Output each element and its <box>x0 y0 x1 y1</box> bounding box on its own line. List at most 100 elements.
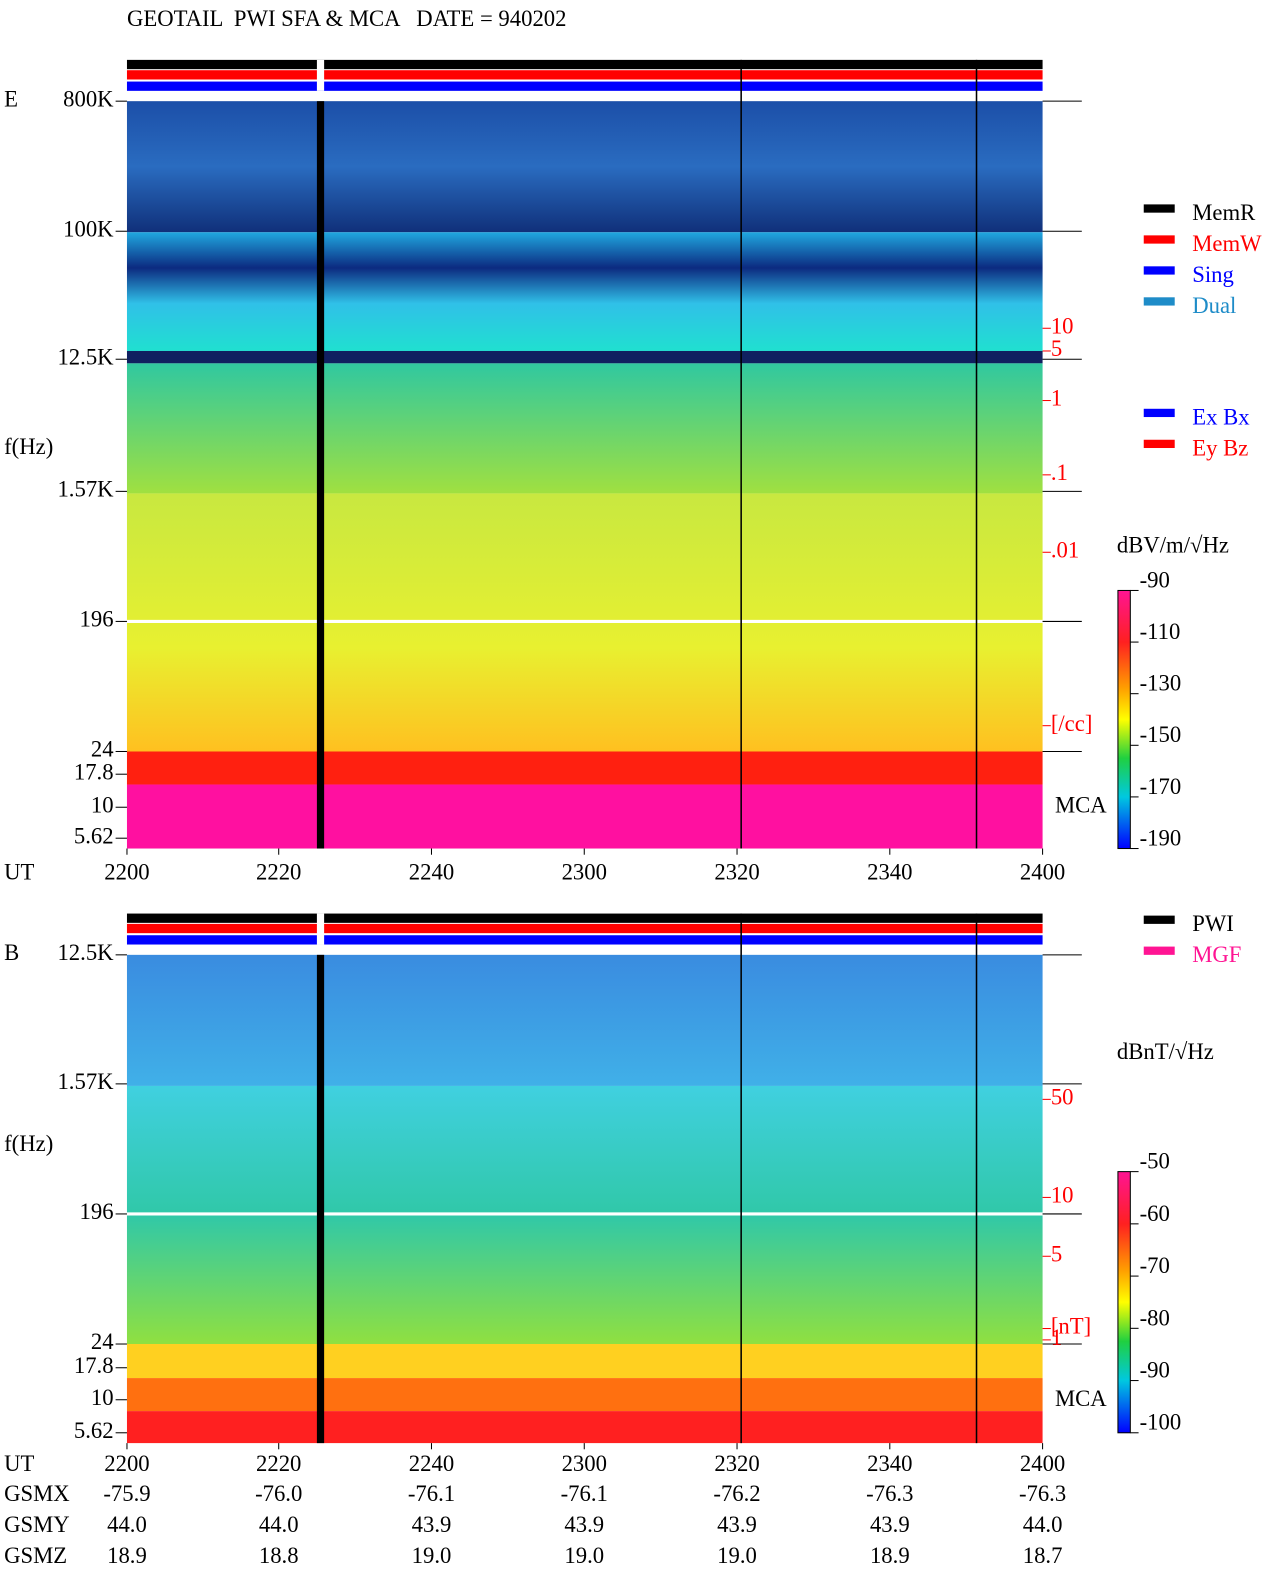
colorbar-unit: dBV/m/√Hz <box>1117 532 1229 557</box>
coord-value: -76.1 <box>561 1481 608 1506</box>
x-label: 2220 <box>256 1451 301 1476</box>
y-label: 24 <box>91 1329 114 1354</box>
coord-value: 19.0 <box>717 1543 757 1568</box>
coord-value: 18.8 <box>259 1543 299 1568</box>
coord-value: 19.0 <box>564 1543 604 1568</box>
coord-value: 43.9 <box>412 1512 452 1537</box>
x-label: 2300 <box>562 860 607 885</box>
y-label: 196 <box>80 607 114 632</box>
coord-value: -76.3 <box>866 1481 913 1506</box>
coord-value: 44.0 <box>1023 1512 1063 1537</box>
density-label: [nT] <box>1051 1314 1091 1339</box>
coord-value: 44.0 <box>259 1512 299 1537</box>
spectrogram-band <box>126 101 1043 233</box>
legend-swatch <box>1143 266 1175 275</box>
status-bar <box>126 70 1043 80</box>
x-label: 2240 <box>409 1451 454 1476</box>
x-label: 2240 <box>409 860 454 885</box>
x-label: 2340 <box>867 1451 912 1476</box>
y-label: 5.62 <box>74 823 114 848</box>
colorbar-label: -170 <box>1140 774 1182 799</box>
spectrogram-band <box>126 1344 1043 1379</box>
panel-label: E <box>4 86 18 111</box>
colorbar-label: -130 <box>1140 671 1182 696</box>
status-bar <box>126 923 1043 934</box>
colorbar-label: -90 <box>1140 567 1170 592</box>
y-label: 24 <box>91 737 114 762</box>
coord-value: 19.0 <box>412 1543 452 1568</box>
panel-label: B <box>4 940 19 965</box>
status-bar <box>126 913 1043 923</box>
density-label: 50 <box>1051 1085 1074 1110</box>
colorbar-label: -190 <box>1140 825 1182 850</box>
spectrogram-band <box>126 232 1043 351</box>
legend-label: Dual <box>1192 293 1236 318</box>
colorbar-label: -110 <box>1140 619 1181 644</box>
y-label: 12.5K <box>57 344 114 369</box>
x-label: 2300 <box>562 1451 607 1476</box>
density-label: 1 <box>1051 386 1062 411</box>
status-gap <box>316 59 325 91</box>
colorbar-label: -100 <box>1140 1410 1182 1435</box>
colorbar-label: -50 <box>1140 1149 1170 1174</box>
coord-value: -76.2 <box>713 1481 760 1506</box>
colorbar-label: -70 <box>1140 1253 1170 1278</box>
status-bar <box>126 81 1043 91</box>
legend-label: MemR <box>1192 200 1256 225</box>
density-label: [/cc] <box>1051 711 1093 736</box>
legend-swatch <box>1143 235 1175 244</box>
spectrogram-band <box>126 1411 1043 1444</box>
legend-swatch <box>1143 439 1175 449</box>
density-label: .01 <box>1051 537 1079 562</box>
spectrogram-band <box>126 751 1043 785</box>
side-label: MCA <box>1055 1386 1107 1411</box>
y-label: 1.57K <box>57 477 114 502</box>
colorbar-unit: dBnT/√Hz <box>1117 1039 1214 1064</box>
legend-label: Ex Bx <box>1192 404 1250 429</box>
coord-value: 18.9 <box>870 1543 910 1568</box>
status-gap <box>316 913 325 945</box>
coord-value: -76.1 <box>408 1481 455 1506</box>
spectrogram-band <box>126 363 1043 494</box>
x-label: 2400 <box>1020 860 1065 885</box>
status-bar <box>126 935 1043 945</box>
x-label: 2400 <box>1020 1451 1065 1476</box>
coord-value: -76.3 <box>1019 1481 1066 1506</box>
status-bar <box>126 59 1043 70</box>
legend-label: MemW <box>1192 231 1262 256</box>
coord-value: -76.0 <box>255 1481 302 1506</box>
legend-swatch <box>1143 915 1175 924</box>
x-label: 2340 <box>867 860 912 885</box>
colorbar-label: -150 <box>1140 722 1182 747</box>
colorbar-label: -80 <box>1140 1305 1170 1330</box>
legend-label: PWI <box>1192 911 1234 936</box>
coord-value: -75.9 <box>103 1481 150 1506</box>
legend-label: Ey Bz <box>1192 435 1248 460</box>
colorbar <box>1117 1171 1131 1434</box>
x-axis-title: UT <box>4 1451 34 1476</box>
side-label: MCA <box>1055 792 1107 817</box>
coord-value: 18.9 <box>107 1543 147 1568</box>
y-label: 800K <box>63 86 114 111</box>
spectrogram-band <box>126 350 1043 364</box>
coord-value: 18.7 <box>1023 1543 1063 1568</box>
y-label: 10 <box>91 1385 114 1410</box>
coord-value: 43.9 <box>564 1512 604 1537</box>
density-label: .1 <box>1051 460 1068 485</box>
y-label: 100K <box>63 216 114 241</box>
colorbar-label: -60 <box>1140 1201 1170 1226</box>
y-label: 5.62 <box>74 1418 114 1443</box>
legend-label: MGF <box>1192 942 1241 967</box>
density-label: 1 <box>1051 1325 1062 1350</box>
legend-swatch <box>1143 946 1175 955</box>
coord-name: GSMZ <box>4 1543 67 1568</box>
x-axis-title: UT <box>4 860 34 885</box>
colorbar-label: -90 <box>1140 1357 1170 1382</box>
y-label: 10 <box>91 792 114 817</box>
x-label: 2320 <box>714 860 759 885</box>
y-label: 17.8 <box>74 759 114 784</box>
legend-swatch <box>1143 408 1175 418</box>
y-axis-title: f(Hz) <box>4 1131 53 1156</box>
x-label: 2320 <box>714 1451 759 1476</box>
density-label: 10 <box>1051 1183 1074 1208</box>
